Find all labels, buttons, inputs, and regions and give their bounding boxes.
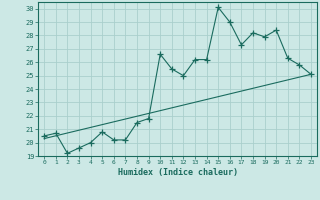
X-axis label: Humidex (Indice chaleur): Humidex (Indice chaleur) bbox=[118, 168, 238, 177]
